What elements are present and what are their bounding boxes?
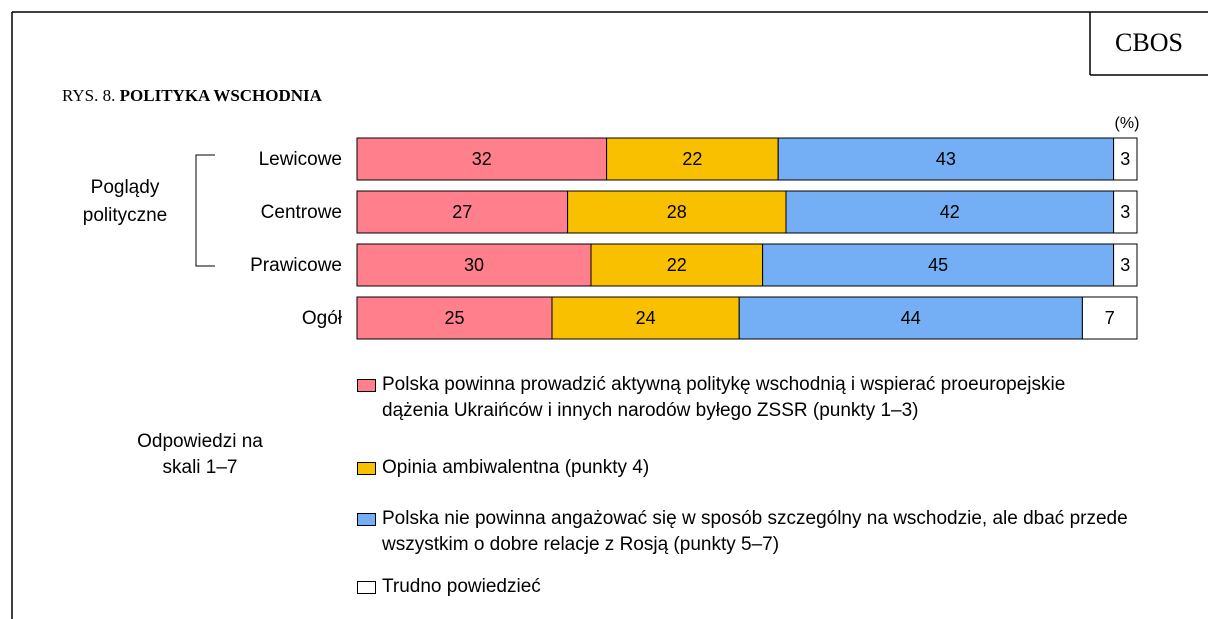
bar-segment — [738, 296, 1083, 340]
bar-segment — [356, 296, 553, 340]
legend-item: Polska powinna prowadzić aktywną polityk… — [357, 372, 1097, 424]
value-label: 45 — [928, 255, 948, 275]
legend-label: Polska powinna prowadzić aktywną polityk… — [382, 374, 1066, 421]
category-label: Lewicowe — [259, 149, 342, 170]
value-label: 32 — [472, 149, 492, 169]
bar-segment — [1113, 243, 1138, 287]
value-label: 28 — [667, 202, 687, 222]
legend-swatch — [357, 581, 376, 594]
unit-label: (%) — [1115, 115, 1140, 132]
legend-item: Trudno powiedzieć — [357, 574, 1157, 600]
legend-swatch — [357, 462, 376, 475]
value-label: 42 — [940, 202, 960, 222]
bar-segment — [356, 190, 569, 234]
value-label: 24 — [636, 308, 656, 328]
value-label: 3 — [1120, 149, 1130, 169]
bar-segment — [590, 243, 764, 287]
value-label: 30 — [464, 255, 484, 275]
figure-title: RYS. 8. POLITYKA WSCHODNIA — [62, 86, 323, 105]
category-label: Ogół — [302, 308, 343, 329]
legend-title: Odpowiedzi na skali 1–7 — [137, 431, 263, 478]
bar-segment — [606, 137, 779, 181]
value-label: 27 — [452, 202, 472, 222]
legend-label: Opinia ambiwalentna (punkty 4) — [382, 457, 650, 478]
value-label: 22 — [667, 255, 687, 275]
bar-segment — [1081, 296, 1138, 340]
value-label: 22 — [682, 149, 702, 169]
value-label: 7 — [1105, 308, 1115, 328]
group-label: Poglądy polityczne — [82, 177, 168, 226]
bar-segment — [551, 296, 740, 340]
value-label: 3 — [1120, 255, 1130, 275]
value-label: 44 — [901, 308, 921, 328]
category-label: Prawicowe — [250, 255, 342, 276]
legend-item: Polska nie powinna angażować się w sposó… — [357, 506, 1157, 558]
figure-label: RYS. 8. — [62, 86, 115, 105]
legend-swatch — [357, 379, 376, 392]
value-label: 43 — [936, 149, 956, 169]
bar-segment — [1113, 137, 1138, 181]
category-label: Centrowe — [261, 202, 342, 223]
legend-label: Trudno powiedzieć — [382, 576, 541, 597]
legend-item: Opinia ambiwalentna (punkty 4) — [357, 455, 1157, 481]
group-label-box: Poglądy polityczne — [82, 177, 168, 226]
bar-segment — [356, 243, 592, 287]
bar-segment — [1113, 190, 1138, 234]
brand: CBOS — [1115, 28, 1183, 57]
group-bracket — [195, 154, 215, 267]
bar-segment — [356, 137, 608, 181]
legend-swatch — [357, 513, 376, 526]
bar-segment — [785, 190, 1115, 234]
value-label: 25 — [444, 308, 464, 328]
chart-title: POLITYKA WSCHODNIA — [120, 86, 323, 105]
value-label: 3 — [1120, 202, 1130, 222]
bar-segment — [762, 243, 1115, 287]
legend-label: Polska nie powinna angażować się w sposó… — [382, 508, 1128, 555]
